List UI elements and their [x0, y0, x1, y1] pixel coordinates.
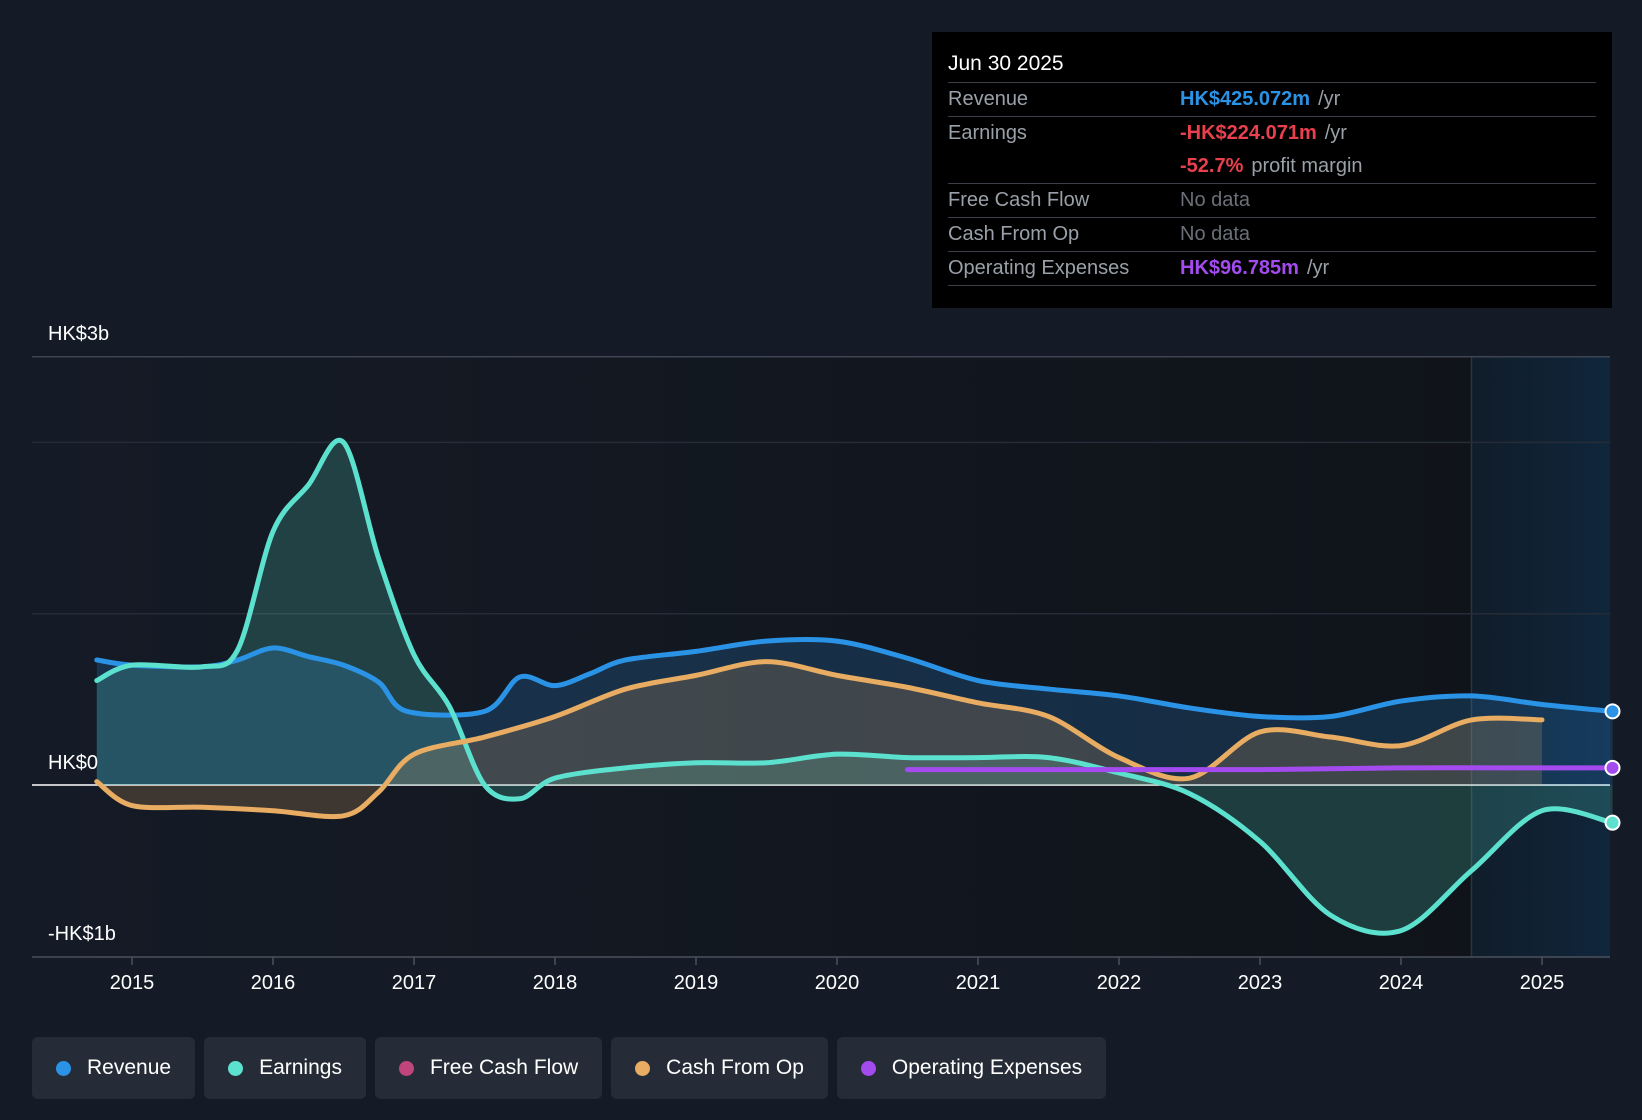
tooltip-unit: /yr [1324, 122, 1347, 144]
tooltip-row-cfo: Cash From Op No data [948, 217, 1596, 251]
legend-dot-icon [228, 1060, 244, 1076]
legend-dot-icon [635, 1060, 651, 1076]
legend: Revenue Earnings Free Cash Flow Cash Fro… [32, 1037, 1107, 1099]
tooltip-value: HK$425.072m [1180, 88, 1311, 110]
earnings-line [94, 437, 1615, 936]
legend-item-revenue[interactable]: Revenue [32, 1037, 196, 1099]
legend-dot-icon [860, 1060, 876, 1076]
x-axis-ticks: 2015 2016 2017 2018 2019 2020 2021 2022 2023 2024… [110, 957, 1565, 994]
x-tick-label: 2022 [1097, 972, 1142, 994]
y-label-bottom: -HK$1b [48, 923, 116, 945]
legend-item-earnings[interactable]: Earnings [204, 1037, 366, 1099]
tooltip-unit: /yr [1306, 257, 1330, 279]
x-tick-label: 2025 [1520, 972, 1565, 994]
tooltip-value: No data [1180, 223, 1251, 245]
tooltip-date: Jun 30 2025 [948, 52, 1064, 75]
legend-label: Operating Expenses [891, 1056, 1083, 1079]
x-tick-label: 2020 [815, 972, 860, 994]
earnings-area [96, 440, 1613, 934]
tooltip-value: -HK$224.071m [1180, 122, 1317, 144]
tooltip-row-revenue: Revenue HK$425.072m /yr [948, 82, 1596, 116]
legend-item-operating-expenses[interactable]: Operating Expenses [836, 1037, 1107, 1099]
operating-expenses-line [905, 765, 1615, 773]
tooltip-panel: Jun 30 2025 Revenue HK$425.072m /yr Earn… [932, 32, 1612, 308]
x-tick-label: 2018 [533, 972, 578, 994]
tooltip-label: Cash From Op [948, 223, 1080, 245]
x-tick-label: 2017 [392, 972, 437, 994]
plot-background [32, 357, 1610, 957]
legend-label: Free Cash Flow [429, 1056, 579, 1079]
x-tick-label: 2015 [110, 972, 155, 994]
gridlines [32, 356, 1610, 958]
x-tick-label: 2024 [1379, 972, 1424, 994]
legend-item-free-cash-flow[interactable]: Free Cash Flow [374, 1037, 603, 1099]
tooltip-label: Free Cash Flow [948, 189, 1090, 211]
earnings-end-marker [1604, 814, 1621, 831]
tooltip-value: No data [1180, 189, 1251, 211]
cash-from-op-area [96, 661, 1542, 817]
operating-expenses-end-marker [1604, 759, 1621, 776]
y-label-top: HK$3b [48, 323, 109, 345]
tooltip-unit: /yr [1318, 88, 1341, 110]
tooltip-row-opex: Operating Expenses HK$96.785m /yr [948, 251, 1596, 286]
legend-label: Cash From Op [666, 1056, 804, 1079]
forecast-region [1471, 357, 1610, 957]
tooltip-row-fcf: Free Cash Flow No data [948, 183, 1596, 217]
legend-label: Revenue [87, 1056, 172, 1079]
y-label-zero: HK$0 [48, 752, 98, 774]
tooltip-label: Revenue [948, 88, 1029, 110]
legend-item-cash-from-op[interactable]: Cash From Op [611, 1037, 828, 1099]
end-markers [1604, 703, 1621, 831]
series-lines [94, 437, 1615, 936]
revenue-line [94, 636, 1615, 721]
cash-from-op-line [94, 659, 1545, 820]
tooltip-value: -52.7% [1180, 155, 1244, 177]
legend-label: Earnings [259, 1056, 342, 1079]
tooltip-unit: profit margin [1251, 155, 1363, 177]
tooltip-row-earnings: Earnings -HK$224.071m /yr [948, 116, 1596, 150]
tooltip-value: HK$96.785m [1180, 257, 1299, 279]
x-tick-label: 2023 [1238, 972, 1283, 994]
x-tick-label: 2016 [251, 972, 296, 994]
x-tick-label: 2021 [956, 972, 1001, 994]
x-tick-label: 2019 [674, 972, 719, 994]
legend-dot-icon [56, 1060, 71, 1076]
tooltip-label: Earnings [948, 122, 1027, 144]
tooltip-row-margin: -52.7% profit margin [948, 150, 1596, 183]
tooltip-label: Operating Expenses [948, 257, 1130, 279]
revenue-end-marker [1604, 703, 1621, 720]
legend-dot-icon [398, 1060, 414, 1076]
